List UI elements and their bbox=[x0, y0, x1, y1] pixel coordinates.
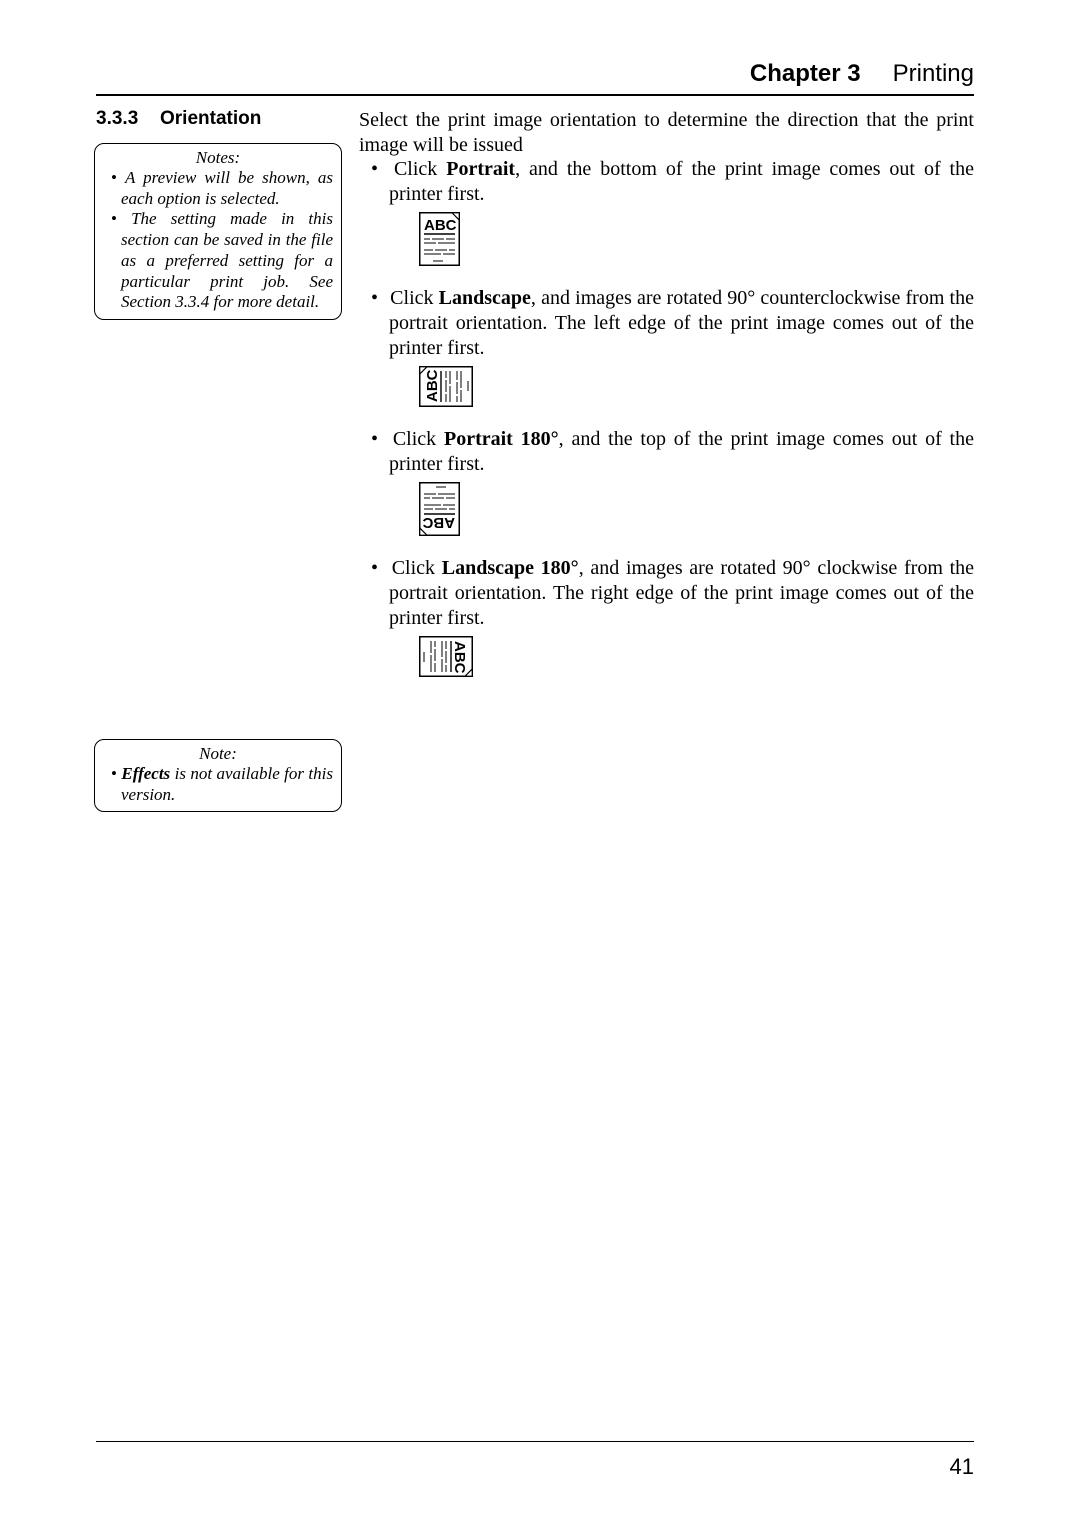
notes-box-2: Note: • Effects is not available for thi… bbox=[94, 739, 342, 812]
header-rule bbox=[96, 94, 974, 96]
intro-text: Select the print image orientation to de… bbox=[359, 108, 974, 157]
notes-item: • The setting made in this section can b… bbox=[111, 209, 333, 313]
page: Chapter 3 Printing 3.3.3 Orientation Note… bbox=[0, 0, 1080, 1528]
notes-list: • Effects is not available for this vers… bbox=[103, 764, 333, 805]
footer-rule bbox=[96, 1441, 974, 1442]
orientation-item-portrait: • Click Portrait, and the bottom of the … bbox=[359, 157, 974, 266]
portrait180-icon: ABC bbox=[419, 482, 974, 536]
svg-text:ABC: ABC bbox=[424, 217, 457, 234]
landscape180-icon: ABC bbox=[419, 636, 974, 677]
svg-text:ABC: ABC bbox=[424, 369, 441, 402]
orientation-list: • Click Portrait, and the bottom of the … bbox=[359, 157, 974, 677]
landscape-icon: ABC bbox=[419, 366, 974, 407]
orientation-item-portrait180: • Click Portrait 180°, and the top of th… bbox=[359, 427, 974, 536]
notes-box-1: Notes: • A preview will be shown, as eac… bbox=[94, 143, 342, 320]
portrait-icon: ABC bbox=[419, 212, 974, 266]
page-number: 41 bbox=[950, 1454, 974, 1480]
page-header: Chapter 3 Printing bbox=[750, 60, 974, 88]
notes-heading: Note: bbox=[103, 744, 333, 764]
right-column: Select the print image orientation to de… bbox=[359, 108, 974, 679]
svg-text:ABC: ABC bbox=[422, 514, 455, 531]
chapter-title: Printing bbox=[893, 60, 974, 87]
svg-text:ABC: ABC bbox=[451, 641, 468, 674]
orientation-item-landscape180: • Click Landscape 180°, and images are r… bbox=[359, 556, 974, 677]
notes-list: • A preview will be shown, as each optio… bbox=[103, 168, 333, 313]
section-number: 3.3.3 bbox=[96, 108, 138, 130]
notes-item: • A preview will be shown, as each optio… bbox=[111, 168, 333, 209]
notes-heading: Notes: bbox=[103, 148, 333, 168]
orientation-item-landscape: • Click Landscape, and images are rotate… bbox=[359, 286, 974, 407]
notes-item: • Effects is not available for this vers… bbox=[111, 764, 333, 805]
section-title: Orientation bbox=[160, 108, 261, 130]
chapter-label: Chapter 3 bbox=[750, 60, 861, 87]
